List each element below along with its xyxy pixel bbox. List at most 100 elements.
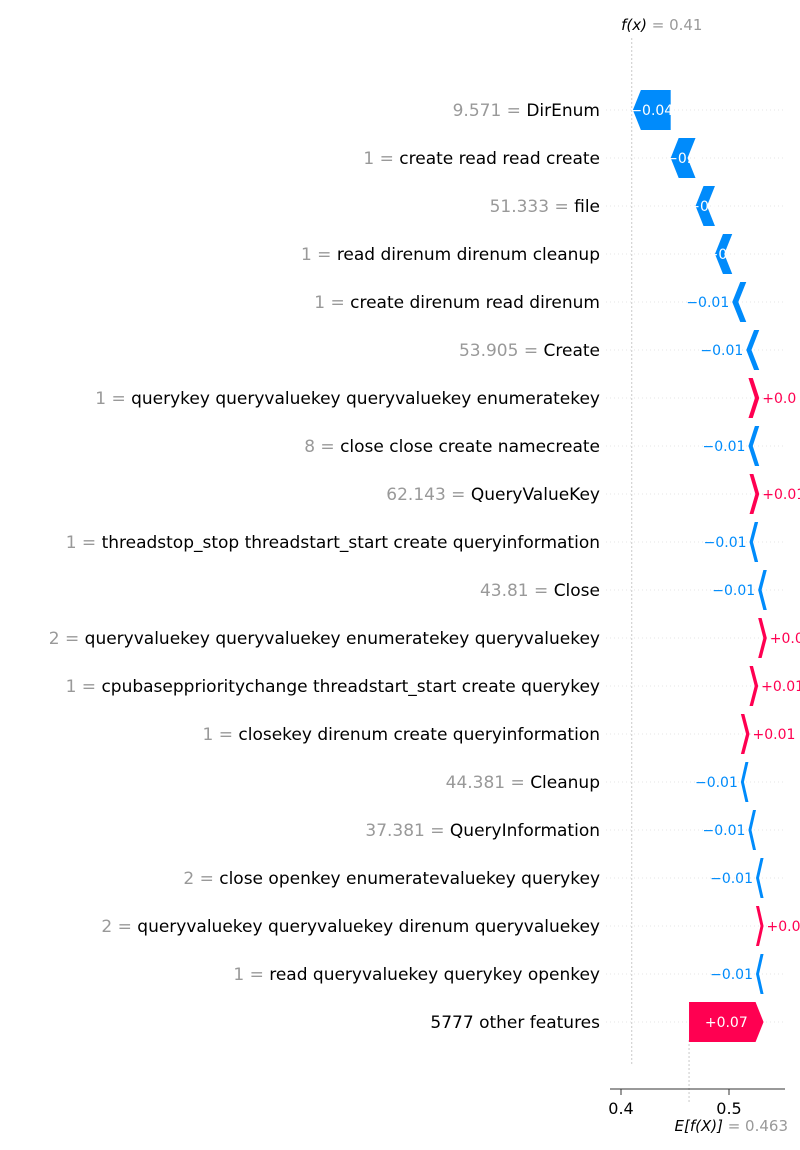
feature-name: querykey queryvaluekey queryvaluekey enu… bbox=[131, 389, 600, 409]
bar-value-label: −0.01 bbox=[712, 583, 755, 599]
feature-value: 1 = bbox=[314, 293, 350, 313]
negative-bar bbox=[632, 90, 671, 130]
ex-value: = 0.463 bbox=[723, 1117, 788, 1135]
feature-label: 2 = queryvaluekey queryvaluekey enumerat… bbox=[49, 629, 600, 649]
feature-value: 44.381 = bbox=[446, 773, 531, 793]
feature-value: 2 = bbox=[49, 629, 85, 649]
feature-value: 1 = bbox=[66, 533, 102, 553]
feature-name: create read read create bbox=[399, 149, 600, 169]
feature-value: 2 = bbox=[183, 869, 219, 889]
bar-value-label: +0.01 bbox=[762, 487, 800, 503]
feature-label: 1 = cpubasepprioritychange threadstart_s… bbox=[66, 677, 600, 697]
bar-value-label: +0.07 bbox=[705, 1015, 748, 1031]
bar-value-label: +0.0 bbox=[767, 919, 800, 935]
feature-label: 2 = queryvaluekey queryvaluekey direnum … bbox=[101, 917, 600, 937]
bar-value-label: −0.01 bbox=[710, 967, 753, 983]
x-tick-label: 0.4 bbox=[608, 1099, 633, 1118]
feature-name: queryvaluekey queryvaluekey direnum quer… bbox=[137, 917, 600, 937]
feature-name: closekey direnum create queryinformation bbox=[238, 725, 600, 745]
bar-value-label: −0.0 bbox=[666, 151, 700, 167]
feature-label: 9.571 = DirEnum bbox=[453, 101, 600, 121]
feature-value: 1 = bbox=[95, 389, 131, 409]
bar-value-label: −0.01 bbox=[686, 295, 729, 311]
feature-name: queryvaluekey queryvaluekey enumeratekey… bbox=[85, 629, 600, 649]
bar-value-label: −0.01 bbox=[703, 439, 746, 455]
feature-name: DirEnum bbox=[526, 101, 600, 121]
negative-bar bbox=[756, 858, 764, 898]
bar-value-label: +0.0 bbox=[770, 631, 800, 647]
x-axis: 0.4 0.5 bbox=[608, 1088, 785, 1118]
bar-value-label: −0.0 bbox=[688, 199, 722, 215]
feature-value: 1 = bbox=[203, 725, 239, 745]
negative-bar bbox=[670, 138, 696, 178]
feature-name: Cleanup bbox=[530, 773, 600, 793]
bar-value-label: −0.04 bbox=[630, 103, 673, 119]
feature-value: 1 = bbox=[301, 245, 337, 265]
bar-value-label: −0.01 bbox=[703, 823, 746, 839]
feature-label: 5777 other features bbox=[430, 1013, 600, 1033]
feature-label: 53.905 = Create bbox=[459, 341, 600, 361]
bar-value-label: +0.01 bbox=[761, 679, 800, 695]
feature-label: 62.143 = QueryValueKey bbox=[386, 485, 600, 505]
bar-value-label: −0.01 bbox=[704, 535, 747, 551]
feature-label: 8 = close close create namecreate bbox=[304, 437, 600, 457]
feature-value: 62.143 = bbox=[386, 485, 471, 505]
feature-value: 2 = bbox=[101, 917, 137, 937]
negative-bar bbox=[714, 234, 733, 274]
negative-bar bbox=[695, 186, 715, 226]
negative-bar bbox=[749, 522, 759, 562]
bar-value-label: −0.01 bbox=[700, 343, 743, 359]
positive-bar bbox=[758, 618, 767, 658]
feature-label: 1 = threadstop_stop threadstart_start cr… bbox=[66, 533, 600, 553]
feature-value: 53.905 = bbox=[459, 341, 544, 361]
expected-value-label: E[f(X)] = 0.463 bbox=[675, 1117, 789, 1135]
bars: −0.04 −0.0 −0.0 −0.0 −0.01 −0.01 +0.0 −0.01 +0.0… bbox=[630, 90, 800, 1042]
feature-value: 9.571 = bbox=[453, 101, 527, 121]
negative-bar bbox=[758, 570, 767, 610]
feature-label: 1 = querykey queryvaluekey queryvaluekey… bbox=[95, 389, 600, 409]
feature-name: threadstop_stop threadstart_start create… bbox=[102, 533, 600, 553]
feature-name: Close bbox=[554, 581, 600, 601]
feature-name: close close create namecreate bbox=[340, 437, 600, 457]
feature-value: 37.381 = bbox=[365, 821, 450, 841]
negative-bar bbox=[732, 282, 747, 322]
feature-name: file bbox=[574, 197, 600, 217]
feature-name: QueryInformation bbox=[450, 821, 600, 841]
feature-name: create direnum read direnum bbox=[350, 293, 600, 313]
negative-bar bbox=[740, 762, 749, 802]
feature-value: 1 = bbox=[66, 677, 102, 697]
ex-symbol: E[f(X)] bbox=[675, 1117, 724, 1135]
feature-label: 37.381 = QueryInformation bbox=[365, 821, 600, 841]
feature-name: read direnum direnum cleanup bbox=[337, 245, 600, 265]
negative-bar bbox=[748, 810, 756, 850]
x-tick-label: 0.5 bbox=[716, 1099, 741, 1118]
fx-value: = 0.41 bbox=[647, 16, 703, 34]
feature-label: 2 = close openkey enumeratevaluekey quer… bbox=[183, 869, 600, 889]
feature-value: 51.333 = bbox=[490, 197, 575, 217]
bar-value-label: −0.01 bbox=[710, 871, 753, 887]
feature-label: 51.333 = file bbox=[490, 197, 600, 217]
feature-labels: 9.571 = DirEnum 1 = create read read crea… bbox=[49, 101, 600, 1033]
positive-bar bbox=[749, 474, 760, 514]
negative-bar bbox=[748, 426, 760, 466]
feature-label: 1 = create read read create bbox=[363, 149, 600, 169]
output-value-label: f(x) = 0.41 bbox=[621, 16, 702, 34]
feature-label: 1 = read direnum direnum cleanup bbox=[301, 245, 600, 265]
positive-bar bbox=[749, 666, 759, 706]
feature-value: 1 = bbox=[233, 965, 269, 985]
bar-value-label: −0.01 bbox=[695, 775, 738, 791]
bar-value-label: −0.0 bbox=[707, 247, 741, 263]
positive-bar bbox=[740, 714, 750, 754]
reference-lines bbox=[631, 38, 690, 1104]
bar-value-label: +0.0 bbox=[762, 391, 796, 407]
feature-label: 44.381 = Cleanup bbox=[446, 773, 600, 793]
feature-label: 1 = closekey direnum create queryinforma… bbox=[203, 725, 600, 745]
feature-name: Create bbox=[544, 341, 601, 361]
negative-bar bbox=[756, 954, 764, 994]
feature-label: 1 = read queryvaluekey querykey openkey bbox=[233, 965, 600, 985]
feature-value: 1 = bbox=[363, 149, 399, 169]
feature-label: 1 = create direnum read direnum bbox=[314, 293, 600, 313]
feature-value: 8 = bbox=[304, 437, 340, 457]
fx-symbol: f(x) bbox=[621, 16, 647, 34]
